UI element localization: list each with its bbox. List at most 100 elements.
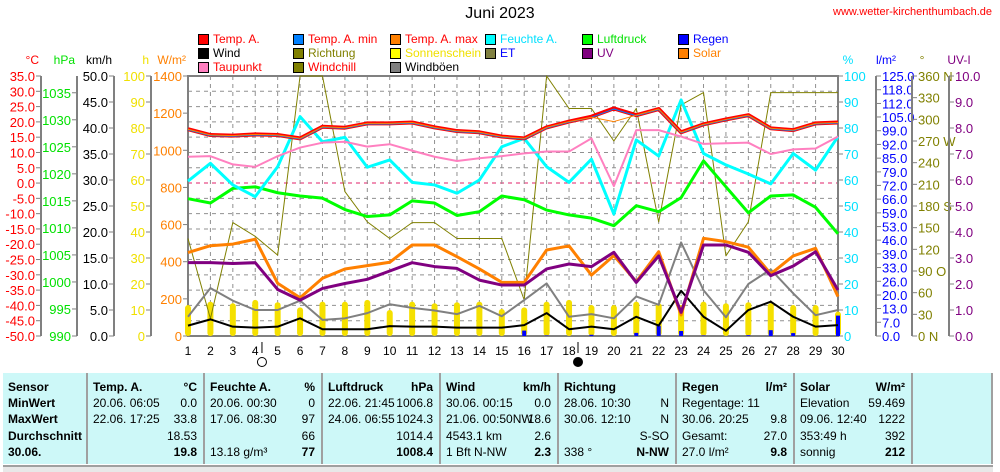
bar-regen	[544, 335, 549, 336]
table-row: 1008.4	[328, 445, 433, 461]
legend-swatch	[582, 33, 593, 45]
legend-label: Regen	[693, 32, 729, 46]
humidity-tick-label: 30	[844, 251, 858, 266]
wind-axis-unit: km/h	[86, 53, 112, 67]
direction-tick-label: 270 W	[918, 134, 956, 149]
rain-tick-label: 105.0	[882, 110, 915, 125]
bar-sonnenschein	[297, 307, 304, 336]
table-row: Temp. A. °C	[93, 380, 197, 396]
direction-tick-label: 90 O	[918, 264, 946, 279]
x-tick-label: 11	[406, 344, 419, 358]
cell-value: 1222	[878, 412, 905, 427]
rain-axis-unit: l/m²	[876, 53, 896, 67]
cell-value: 1008.4	[396, 444, 433, 459]
legend-swatch	[198, 33, 209, 45]
x-tick-label: 17	[540, 344, 554, 358]
direction-tick-label: 60	[918, 286, 932, 301]
x-tick-label: 5	[274, 344, 281, 358]
bar-sonnenschein	[566, 299, 573, 336]
x-tick-label: 24	[697, 344, 711, 358]
bar-sonnenschein	[588, 305, 595, 336]
table-row: MinWert	[8, 396, 80, 412]
wind-tick-label: 50.0	[83, 69, 108, 84]
rain-tick-label: 125.0	[882, 69, 915, 84]
x-tick-label: 8	[342, 344, 349, 358]
humidity-tick-label: 40	[844, 225, 858, 240]
solar-tick-label: 1000	[153, 143, 182, 158]
bar-sonnenschein	[700, 301, 707, 336]
cell-value: km/h	[522, 380, 551, 394]
legend-item: Temp. A.	[198, 32, 260, 46]
sun-tick-label: 0	[138, 329, 145, 344]
pressure-tick-label: 1020	[42, 167, 71, 182]
solar-tick-label: 0	[175, 329, 182, 344]
temp-tick-label: 5.0	[17, 161, 35, 176]
legend-item: Wind	[198, 46, 240, 60]
humidity-axis-unit: %	[843, 53, 854, 67]
x-tick-label: 15	[495, 344, 509, 358]
table-column: Wind km/h 30.06. 00:15 0.0 21.06. 00:50NW 18.…	[441, 373, 559, 464]
table-column: Temp. A. °C 20.06. 06:05 0.0 22.06. 17:25 33.…	[88, 373, 205, 464]
rain-tick-label: 85.0	[882, 151, 907, 166]
bar-sonnenschein	[812, 305, 819, 336]
table-row: Richtung	[564, 380, 669, 396]
humidity-tick-label: 100	[844, 69, 866, 84]
wind-tick-label: 25.0	[83, 199, 108, 214]
temp-tick-label: 30.0	[10, 84, 35, 99]
table-row: S-SO	[564, 429, 669, 445]
cell-value: W/m²	[875, 380, 905, 394]
bar-sonnenschein	[722, 303, 729, 336]
pressure-axis-unit: hPa	[54, 53, 76, 67]
direction-tick-label: 30	[918, 307, 932, 322]
table-row: 353:49 h 392	[800, 429, 905, 445]
bar-sonnenschein	[252, 299, 259, 336]
rain-tick-label: 46.0	[882, 233, 907, 248]
legend-swatch	[678, 33, 689, 45]
x-tick-label: 3	[229, 344, 236, 358]
legend-swatch	[293, 47, 304, 59]
site-link[interactable]: www.wetter-kirchenthumbach.de	[833, 6, 992, 18]
uv-tick-label: 10.0	[955, 69, 980, 84]
legend-label: Solar	[693, 46, 722, 60]
table-row: 24.06. 06:55 1024.3	[328, 412, 433, 428]
table-row: 22.06. 21:45 1006.8	[328, 396, 433, 412]
rain-tick-label: 112.0	[882, 96, 914, 111]
x-tick-label: 1	[185, 344, 192, 358]
legend-label: Taupunkt	[213, 60, 262, 74]
pressure-tick-label: 1030	[42, 113, 71, 128]
uv-tick-label: 8.0	[955, 121, 973, 136]
table-row: MaxWert	[8, 412, 80, 428]
direction-tick-label: 120	[918, 242, 940, 257]
table-row: 30.06. 00:15 0.0	[446, 396, 551, 412]
cell-value: 9.8	[770, 444, 787, 459]
direction-tick-label: 240	[918, 156, 940, 171]
x-tick-label: 2	[207, 344, 214, 358]
humidity-tick-label: 0	[844, 329, 851, 344]
uv-tick-label: 3.0	[955, 251, 973, 266]
cell-label: 4543.1 km	[446, 428, 503, 443]
rain-tick-label: 92.0	[882, 137, 907, 152]
cell-label: Solar	[800, 380, 831, 394]
table-column: Sensor MinWert MaxWert Durchschnitt 30.06.	[3, 373, 88, 464]
bar-sonnenschein	[431, 303, 438, 336]
temp-tick-label: -40.0	[5, 298, 35, 313]
table-row: 28.06. 10:30 N	[564, 396, 669, 412]
cell-value: 392	[884, 428, 905, 443]
bar-regen	[656, 325, 661, 336]
bar-sonnenschein	[633, 301, 640, 336]
pressure-tick-label: 1000	[42, 275, 71, 290]
uv-tick-label: 2.0	[955, 277, 973, 292]
x-tick-label: 28	[786, 344, 800, 358]
cell-label: 1 Bft N-NW	[446, 444, 507, 459]
series-line-temp-a-	[187, 106, 839, 141]
table-row: 1014.4	[328, 429, 433, 445]
table-row: Regen l/m²	[682, 380, 787, 396]
bar-sonnenschein	[767, 303, 774, 336]
legend-item: Taupunkt	[198, 60, 262, 74]
uv-tick-label: 1.0	[955, 303, 973, 318]
uv-axis-unit: UV-I	[947, 53, 970, 67]
cell-label: 30.06. 00:15	[446, 396, 513, 410]
cell-value: l/m²	[765, 380, 787, 394]
cell-value: 19.8	[173, 444, 197, 459]
wind-tick-label: 15.0	[83, 251, 108, 266]
